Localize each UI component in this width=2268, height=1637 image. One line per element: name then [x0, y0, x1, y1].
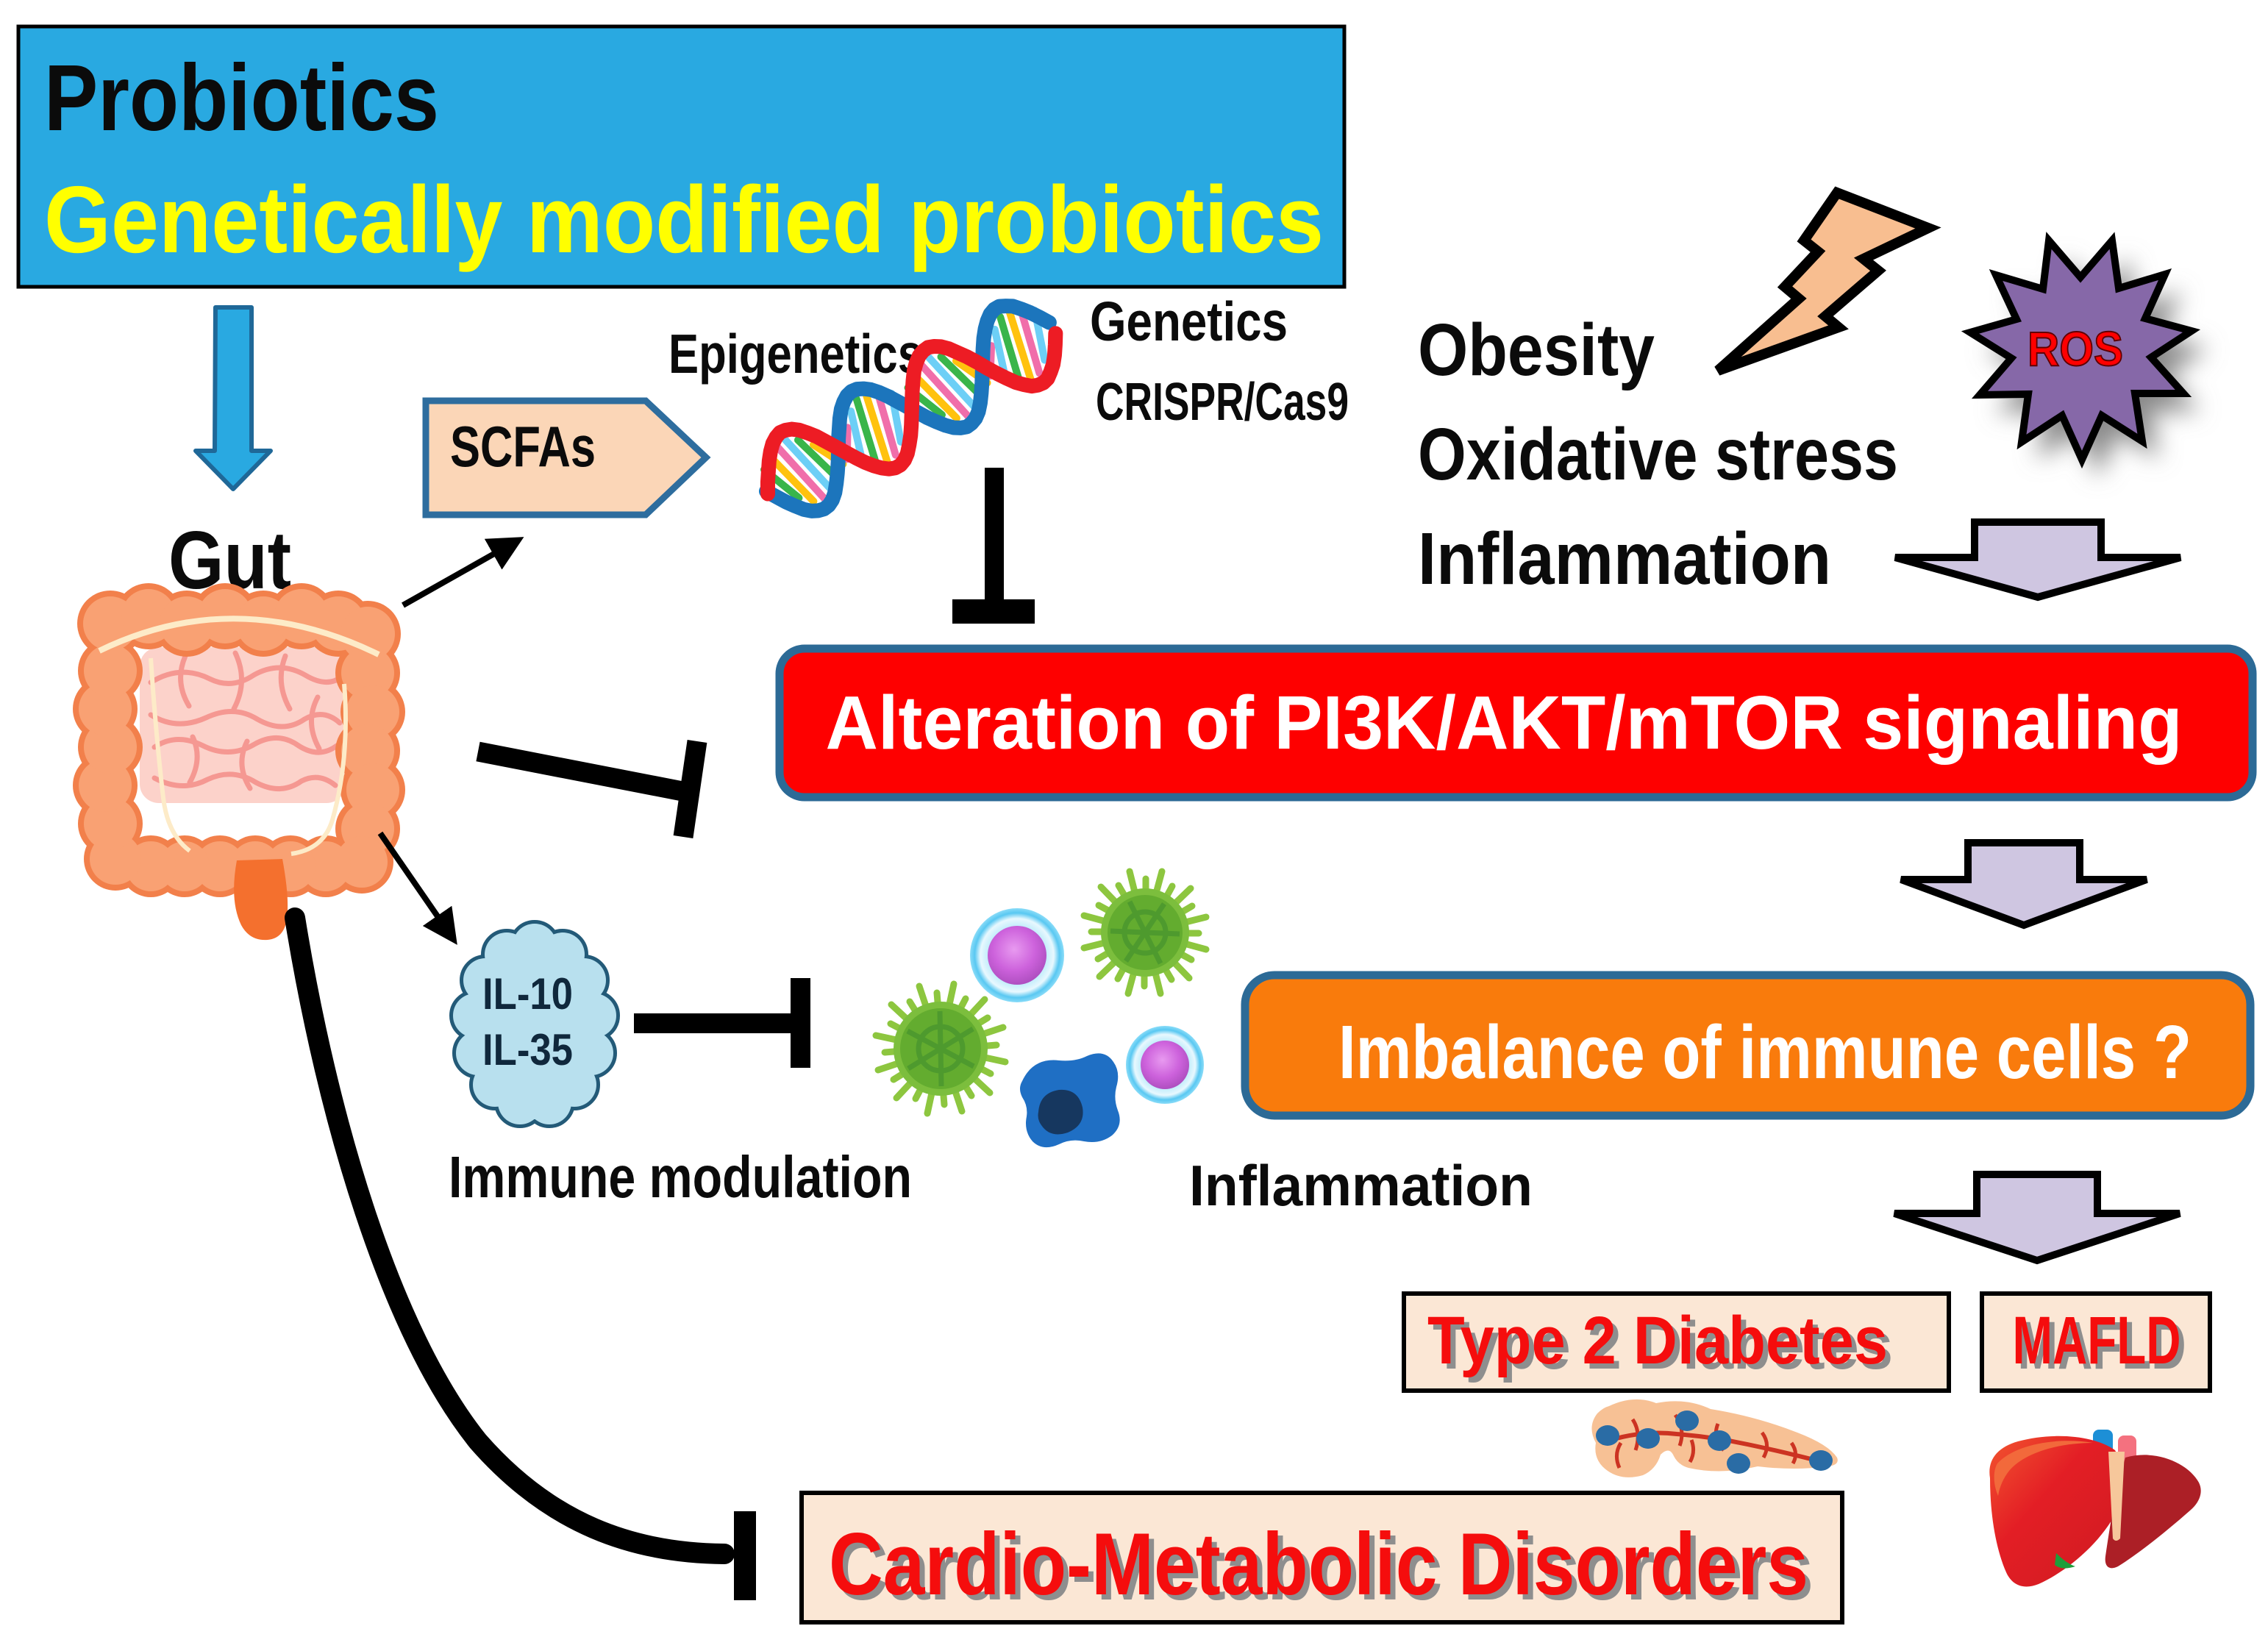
svg-text:Epigenetics: Epigenetics	[668, 323, 923, 385]
svg-text:CRISPR/Cas9: CRISPR/Cas9	[1096, 373, 1349, 432]
svg-text:Alteration of PI3K/AKT/mTOR si: Alteration of PI3K/AKT/mTOR signaling	[826, 680, 2183, 765]
svg-text:Inflammation: Inflammation	[1189, 1153, 1533, 1218]
svg-text:Probiotics: Probiotics	[44, 46, 439, 151]
svg-text:Genetically modified probiotic: Genetically modified probiotics	[44, 167, 1324, 273]
svg-text:Cardio-Metabolic Disorders: Cardio-Metabolic Disorders	[829, 1515, 1808, 1613]
svg-text:ROS: ROS	[2028, 321, 2123, 376]
svg-text:IL-35: IL-35	[482, 1025, 573, 1074]
svg-text:Oxidative stress: Oxidative stress	[1418, 413, 1898, 496]
svg-text:SCFAs: SCFAs	[450, 414, 596, 479]
svg-text:Cardio-Metabolic Disorders: Cardio-Metabolic Disorders	[834, 1520, 1814, 1619]
svg-text:Type 2 Diabetes: Type 2 Diabetes	[1433, 1308, 1893, 1383]
svg-text:Obesity: Obesity	[1418, 309, 1655, 391]
svg-text:Imbalance of immune cells ?: Imbalance of immune cells ?	[1338, 1010, 2192, 1094]
svg-text:Genetics: Genetics	[1090, 290, 1288, 352]
svg-text:MAFLD: MAFLD	[2013, 1303, 2181, 1378]
svg-text:Immune modulation: Immune modulation	[449, 1144, 912, 1210]
svg-text:Inflammation: Inflammation	[1418, 518, 1831, 600]
svg-text:Type 2 Diabetes: Type 2 Diabetes	[1427, 1303, 1888, 1378]
svg-text:IL-10: IL-10	[482, 969, 573, 1019]
svg-text:MAFLD: MAFLD	[2018, 1308, 2186, 1383]
